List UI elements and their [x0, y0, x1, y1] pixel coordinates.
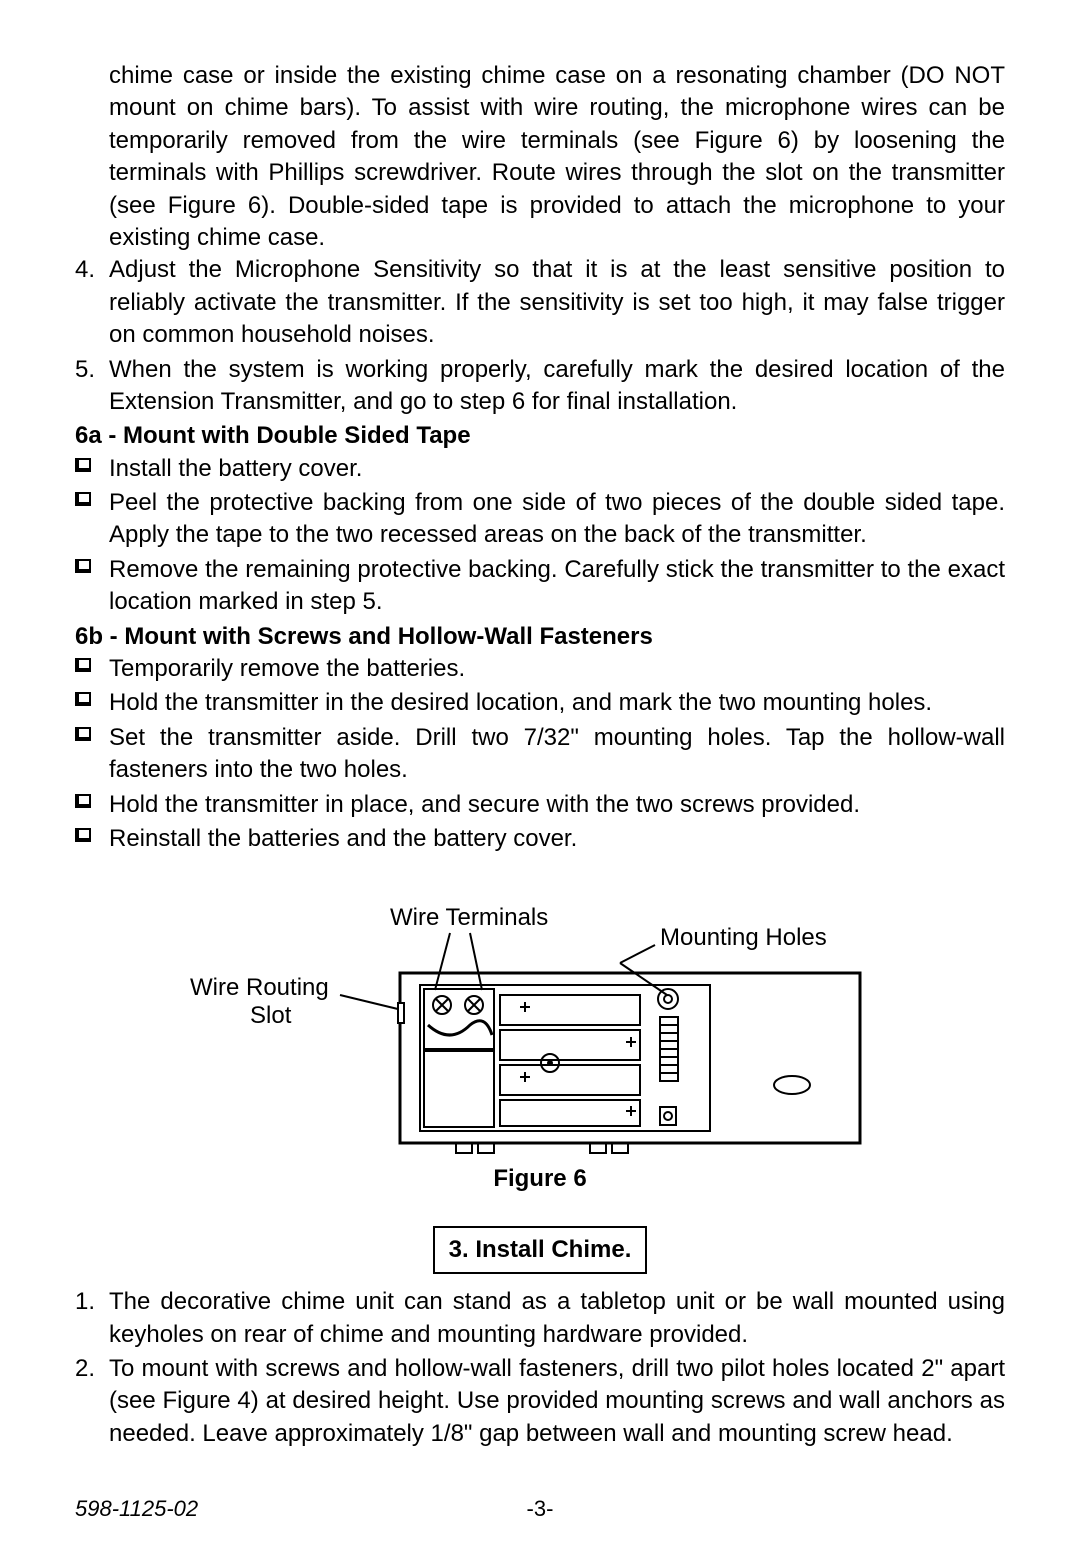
heading-6a: 6a - Mount with Double Sided Tape [75, 420, 1005, 452]
list-text: Adjust the Microphone Sensitivity so tha… [109, 254, 1005, 351]
check-text: Remove the remaining protective backing.… [109, 554, 1005, 619]
continuation-paragraph: chime case or inside the existing chime … [75, 60, 1005, 254]
page-number: -3- [527, 1494, 554, 1524]
list-text: The decorative chime unit can stand as a… [109, 1286, 1005, 1351]
check-text: Reinstall the batteries and the battery … [109, 823, 1005, 855]
check-text: Hold the transmitter in the desired loca… [109, 687, 1005, 719]
label-mounting-holes: Mounting Holes [660, 924, 827, 951]
checkbox-icon [75, 653, 109, 685]
numbered-list: 4. Adjust the Microphone Sensitivity so … [75, 254, 1005, 418]
check-text: Hold the transmitter in place, and secur… [109, 789, 1005, 821]
check-text: Set the transmitter aside. Drill two 7/3… [109, 722, 1005, 787]
list-text: To mount with screws and hollow-wall fas… [109, 1353, 1005, 1450]
label-wire-routing: Wire Routing [190, 974, 329, 1001]
figure-caption: Figure 6 [75, 1163, 1005, 1195]
heading-6b: 6b - Mount with Screws and Hollow-Wall F… [75, 621, 1005, 653]
checkbox-icon [75, 453, 109, 485]
list-number: 2. [75, 1353, 109, 1450]
checkbox-icon [75, 722, 109, 787]
label-wire-terminals: Wire Terminals [390, 904, 548, 931]
section-3-box: 3. Install Chime. [433, 1226, 648, 1274]
checkbox-icon [75, 687, 109, 719]
figure-6-svg: Wire Terminals Mounting Holes Wire Routi… [160, 895, 920, 1155]
page-footer: 598-1125-02 -3- 598-1125-02 [75, 1494, 1005, 1524]
checkbox-icon [75, 789, 109, 821]
doc-number: 598-1125-02 [75, 1494, 198, 1524]
section-3-list: 1. The decorative chime unit can stand a… [75, 1286, 1005, 1450]
checklist-6a: Install the battery cover. Peel the prot… [75, 453, 1005, 619]
list-number: 1. [75, 1286, 109, 1351]
page-content: chime case or inside the existing chime … [75, 60, 1005, 1450]
check-text: Peel the protective backing from one sid… [109, 487, 1005, 552]
check-text: Install the battery cover. [109, 453, 1005, 485]
checklist-6b: Temporarily remove the batteries. Hold t… [75, 653, 1005, 855]
checkbox-icon [75, 823, 109, 855]
figure-6: Wire Terminals Mounting Holes Wire Routi… [75, 895, 1005, 1195]
list-number: 5. [75, 354, 109, 419]
list-number: 4. [75, 254, 109, 351]
checkbox-icon [75, 554, 109, 619]
label-slot: Slot [250, 1002, 292, 1029]
checkbox-icon [75, 487, 109, 552]
check-text: Temporarily remove the batteries. [109, 653, 1005, 685]
list-text: When the system is working properly, car… [109, 354, 1005, 419]
